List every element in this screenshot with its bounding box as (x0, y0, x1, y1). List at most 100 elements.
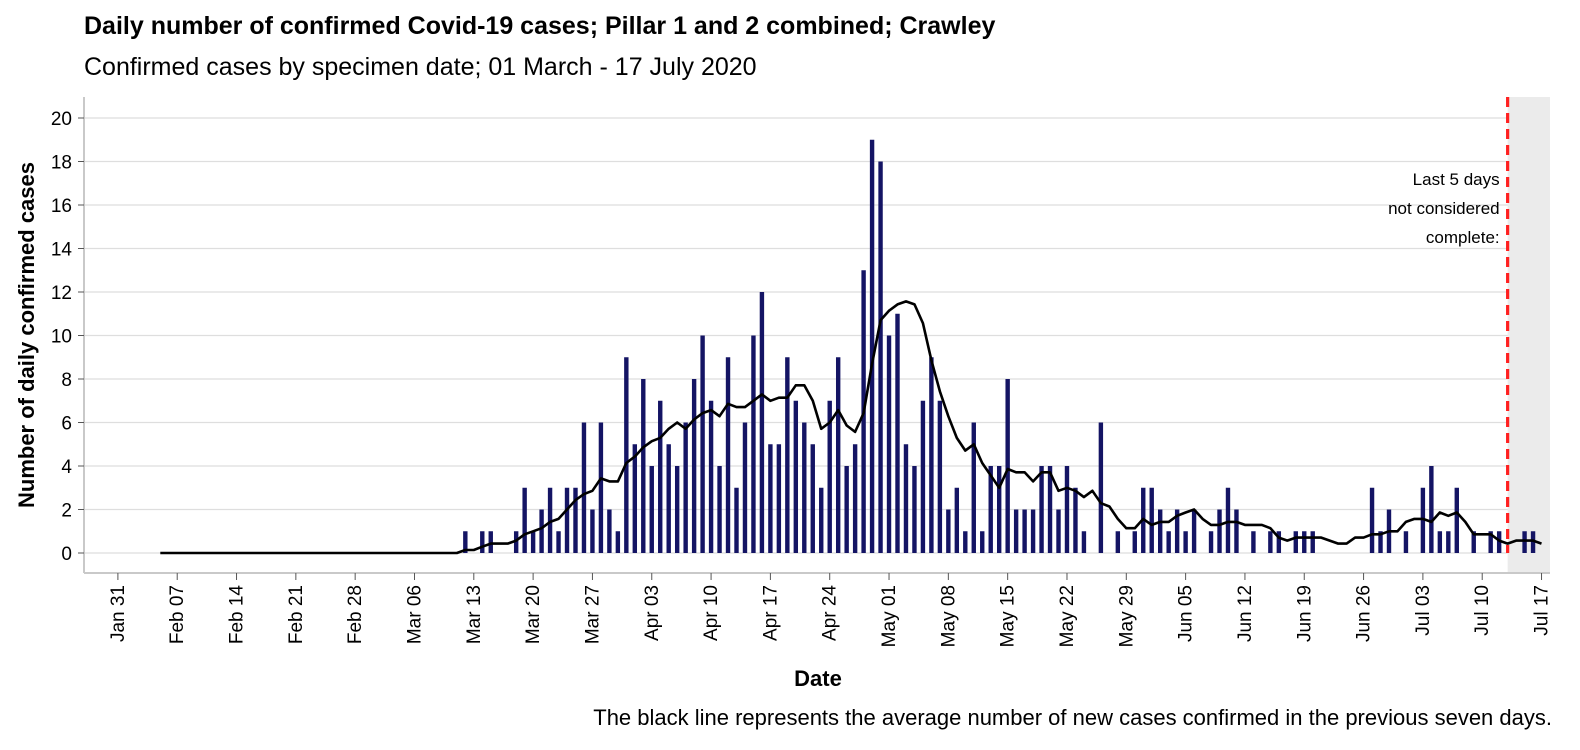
case-bar (522, 487, 527, 553)
case-bar (1420, 487, 1426, 553)
case-bar (1293, 531, 1298, 553)
case-bar (615, 531, 621, 553)
case-bar (564, 487, 570, 553)
case-bar (488, 531, 493, 553)
cutoff-annotation: Last 5 days (1413, 170, 1500, 189)
case-bar (827, 400, 832, 553)
case-bar (1098, 422, 1104, 553)
case-bar (920, 400, 926, 553)
case-bar (886, 335, 892, 553)
case-bar (1496, 531, 1502, 553)
case-bar (683, 422, 688, 553)
case-bar (1064, 466, 1070, 553)
case-bar (1276, 531, 1282, 553)
y-tick-label: 0 (61, 544, 72, 565)
case-bar (624, 357, 629, 553)
x-tick-label: Mar 20 (523, 585, 544, 644)
x-tick-label: May 08 (938, 585, 959, 647)
y-tick-label: 12 (51, 283, 72, 304)
case-bar (1047, 466, 1053, 553)
case-bar (988, 466, 993, 553)
case-bar (1166, 531, 1171, 553)
x-tick-label: Feb 28 (345, 585, 366, 644)
case-bar (708, 400, 714, 553)
gridlines (84, 117, 1550, 554)
case-bar (1132, 531, 1137, 553)
y-tick-label: 10 (51, 327, 72, 348)
x-tick-label: Mar 27 (582, 585, 603, 644)
case-bar (607, 509, 612, 553)
case-bar (912, 466, 917, 553)
case-bar (1183, 531, 1188, 553)
y-tick-label: 14 (51, 240, 73, 261)
case-bar (844, 466, 849, 553)
case-bar (674, 466, 680, 553)
case-bar (1073, 487, 1078, 553)
average-line (160, 300, 1542, 555)
case-bar (1369, 487, 1375, 553)
case-bar (513, 531, 519, 553)
case-bar (1310, 531, 1315, 553)
case-bar (641, 379, 646, 553)
case-bar (946, 509, 951, 553)
case-bar (539, 509, 544, 553)
case-bar (954, 487, 960, 553)
case-bar (658, 400, 663, 553)
case-bar (1208, 531, 1214, 553)
case-bar (691, 379, 697, 553)
y-tick-label: 6 (61, 414, 72, 435)
case-bar (963, 531, 968, 553)
incomplete-cutoff-marker: Last 5 days not considered complete: (1388, 97, 1510, 553)
x-tick-label: Jan 31 (108, 585, 129, 642)
x-tick-label: Jun 19 (1294, 585, 1315, 642)
case-bar (463, 531, 468, 553)
case-bar (1056, 509, 1061, 553)
x-tick-label: Apr 03 (642, 585, 663, 641)
chart-subtitle: Confirmed cases by specimen date; 01 Mar… (84, 53, 757, 81)
case-bar (835, 357, 841, 553)
y-tick-label: 2 (61, 501, 72, 522)
x-tick-label: Apr 10 (701, 585, 722, 641)
chart-caption: The black line represents the average nu… (593, 705, 1552, 730)
shaded-incomplete-region (1507, 97, 1550, 573)
seven-day-average-line (160, 300, 1542, 555)
case-bar (1437, 531, 1443, 553)
x-tick-label: Feb 14 (227, 585, 248, 645)
case-bar (802, 422, 807, 553)
incomplete-period-shade (1507, 97, 1550, 573)
case-bar (1149, 487, 1154, 553)
case-bar (852, 444, 858, 553)
x-tick-label: Jun 12 (1235, 585, 1256, 642)
case-bar (1115, 531, 1121, 553)
case-bar (1378, 531, 1383, 553)
case-bar (717, 466, 722, 553)
case-bar (649, 466, 654, 553)
case-bar (480, 531, 485, 553)
x-tick-label: Jul 17 (1532, 585, 1553, 636)
case-bar (1302, 531, 1307, 553)
case-bar (725, 357, 731, 553)
x-tick-label: Apr 24 (820, 585, 841, 641)
cutoff-annotation: complete: (1426, 228, 1500, 247)
case-bar (751, 335, 756, 553)
case-bar (590, 509, 595, 553)
y-axis-ticks: 0 2 4 6 8 10 12 14 16 18 20 (51, 109, 84, 565)
case-bar (547, 487, 553, 553)
case-bar (996, 466, 1002, 553)
case-bar (1157, 509, 1163, 553)
case-bar (1174, 509, 1180, 553)
case-bar (1403, 531, 1409, 553)
case-bar (1030, 509, 1036, 553)
case-bar (1488, 531, 1493, 553)
x-tick-label: May 22 (1057, 585, 1078, 647)
case-bar (819, 487, 824, 553)
case-bar (1522, 531, 1527, 553)
x-tick-label: Jul 03 (1413, 585, 1434, 636)
case-bar (776, 444, 782, 553)
case-bar (878, 161, 883, 553)
case-bar (785, 357, 790, 553)
case-bar (1013, 509, 1019, 553)
case-bar (666, 444, 671, 553)
case-bar (556, 531, 561, 553)
case-bar (903, 444, 909, 553)
